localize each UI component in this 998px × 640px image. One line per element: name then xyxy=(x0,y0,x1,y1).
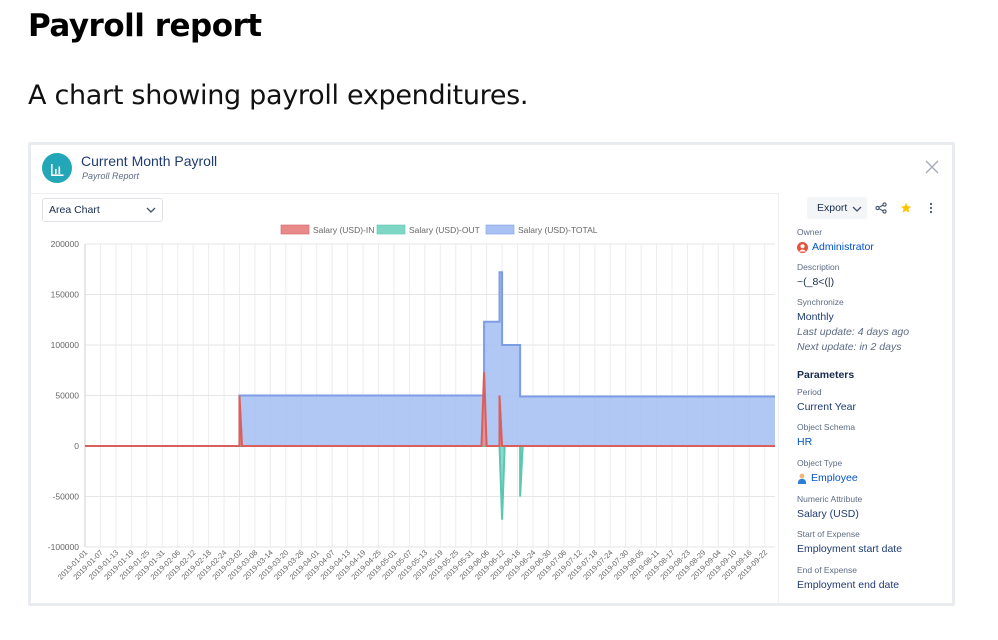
close-icon[interactable] xyxy=(924,159,940,175)
more-options-icon[interactable] xyxy=(920,197,942,219)
chart-type-select[interactable]: Area Chart xyxy=(42,198,163,222)
description-value: ~(_8<(|) xyxy=(797,276,835,288)
y-tick-label: 50000 xyxy=(55,391,79,401)
legend-label: Salary (USD)-TOTAL xyxy=(518,225,598,235)
chart-panel: Area Chart 200000 150000 100000 50000 0 -5000… xyxy=(31,193,779,603)
period-value: Current Year xyxy=(797,401,856,413)
sidebar-toolbar: Export xyxy=(807,197,942,219)
employee-icon xyxy=(797,473,807,484)
start-of-expense-group: Start of Expense Employment start date xyxy=(797,529,902,555)
object-type-group: Object Type Employee xyxy=(797,458,858,484)
chart-type-value: Area Chart xyxy=(49,204,100,216)
synchronize-label: Synchronize xyxy=(797,297,844,307)
page-title: Payroll report xyxy=(28,8,262,44)
chevron-down-icon xyxy=(852,206,862,212)
page-subtitle: A chart showing payroll expenditures. xyxy=(28,80,529,111)
card-header: Current Month Payroll Payroll Report xyxy=(31,145,952,193)
legend-label: Salary (USD)-OUT xyxy=(409,225,480,235)
description-label: Description xyxy=(797,262,840,272)
next-update-text: Next update: in 2 days xyxy=(797,341,902,353)
synchronize-group: Synchronize Monthly Last update: 4 days … xyxy=(797,297,909,353)
object-schema-group: Object Schema HR xyxy=(797,422,855,448)
chevron-down-icon xyxy=(146,207,156,213)
legend-swatch xyxy=(485,224,515,235)
legend-label: Salary (USD)-IN xyxy=(313,225,374,235)
export-label: Export xyxy=(817,202,848,214)
card-subtitle: Payroll Report xyxy=(82,171,140,181)
parameters-heading: Parameters xyxy=(797,369,855,381)
series-line-salary-usd-out xyxy=(85,445,775,520)
y-tick-label: 0 xyxy=(74,441,79,451)
y-tick-label: -100000 xyxy=(48,542,79,552)
description-group: Description ~(_8<(|) xyxy=(797,262,840,288)
y-tick-label: 150000 xyxy=(51,290,80,300)
last-update-text: Last update: 4 days ago xyxy=(797,326,910,338)
y-tick-label: 200000 xyxy=(51,239,80,249)
start-of-expense-value: Employment start date xyxy=(797,543,903,555)
synchronize-value: Monthly xyxy=(797,311,834,323)
series-area-salary-usd-total xyxy=(85,272,775,446)
parameters-heading-group: Parameters xyxy=(797,369,854,381)
numeric-attribute-group: Numeric Attribute Salary (USD) xyxy=(797,494,862,520)
start-of-expense-label: Start of Expense xyxy=(797,529,860,539)
avatar-icon xyxy=(797,241,808,253)
y-tick-label: 100000 xyxy=(51,340,80,350)
details-sidebar: Export Owner Administrator xyxy=(779,193,952,603)
series-area-salary-usd-out xyxy=(85,446,775,520)
object-schema-link[interactable]: HR xyxy=(797,436,813,448)
object-type-link[interactable]: Employee xyxy=(811,472,858,484)
end-of-expense-label: End of Expense xyxy=(797,565,858,575)
end-of-expense-group: End of Expense Employment end date xyxy=(797,565,899,591)
export-button[interactable]: Export xyxy=(807,197,867,219)
card-title: Current Month Payroll xyxy=(81,153,218,169)
chart-logo-icon xyxy=(42,153,72,183)
owner-label: Owner xyxy=(797,227,823,237)
owner-group: Owner Administrator xyxy=(797,227,874,253)
star-icon[interactable] xyxy=(895,197,917,219)
period-label: Period xyxy=(797,387,822,397)
share-icon[interactable] xyxy=(870,197,892,219)
series-line-salary-usd-in xyxy=(85,372,775,447)
end-of-expense-value: Employment end date xyxy=(797,579,900,591)
report-card: Current Month Payroll Payroll Report Are… xyxy=(28,142,955,606)
legend-swatch xyxy=(280,224,310,235)
payroll-area-chart: 200000150000100000500000-50000-100000201… xyxy=(48,224,775,582)
object-schema-label: Object Schema xyxy=(797,422,856,432)
owner-link[interactable]: Administrator xyxy=(812,241,874,253)
y-tick-label: -50000 xyxy=(53,492,80,502)
object-type-label: Object Type xyxy=(797,458,843,468)
period-group: Period Current Year xyxy=(797,387,856,413)
numeric-attribute-label: Numeric Attribute xyxy=(797,494,863,504)
numeric-attribute-value: Salary (USD) xyxy=(797,508,859,520)
legend-swatch xyxy=(376,224,406,235)
